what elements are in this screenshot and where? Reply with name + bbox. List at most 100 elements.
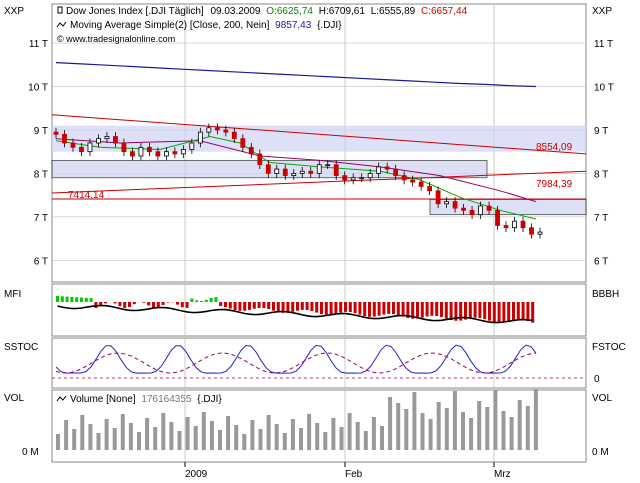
- ma-label: Moving Average Simple(2) [Close, 200, Ne…: [70, 20, 270, 31]
- candle-down: [394, 169, 398, 176]
- mfi-bar-neg: [373, 302, 376, 317]
- volume-bar: [121, 414, 125, 450]
- candle-up: [538, 232, 542, 234]
- mfi-bar-neg: [474, 302, 477, 318]
- mfi-bar-neg: [402, 302, 405, 317]
- mfi-bar-neg: [358, 302, 361, 315]
- volume-bar: [437, 402, 441, 450]
- mfi-bar-neg: [133, 302, 136, 304]
- mfi-bar-pos: [80, 298, 83, 303]
- level-label-mid: 7984,39: [536, 179, 573, 190]
- mfi-bar-neg: [507, 302, 510, 322]
- candle-down: [496, 210, 500, 225]
- volume-bar: [64, 420, 68, 450]
- mfi-bar-neg: [123, 302, 126, 308]
- volume-bar: [169, 422, 173, 450]
- mfi-bar-neg: [354, 302, 357, 313]
- x-tick-label: Mrz: [494, 469, 511, 480]
- candle-up: [513, 221, 517, 228]
- mfi-bar-neg: [320, 302, 323, 314]
- candle-down: [224, 130, 228, 132]
- volume-bar: [526, 406, 530, 450]
- y-tick-label-right: 7 T: [594, 213, 608, 224]
- candle-down: [241, 139, 245, 148]
- sstoc-zero-label: 0: [594, 374, 600, 385]
- volume-bar: [493, 390, 497, 450]
- volume-bar: [510, 417, 514, 450]
- mfi-bar-neg: [502, 302, 505, 323]
- candle-up: [317, 165, 321, 174]
- volume-bar: [129, 423, 133, 450]
- sstoc-right-label: FSTOC: [592, 342, 626, 353]
- candle-down: [462, 208, 466, 210]
- candle-down: [530, 228, 534, 235]
- volume-bar: [356, 422, 360, 450]
- candle-down: [54, 132, 58, 134]
- volume-bar: [242, 434, 246, 450]
- mfi-bar-neg: [186, 302, 189, 308]
- volume-bar: [421, 413, 425, 450]
- volume-bar: [186, 417, 190, 450]
- mfi-bar-neg: [330, 302, 333, 315]
- volume-bar: [267, 415, 271, 450]
- volume-bar: [396, 403, 400, 450]
- volume-bar: [113, 428, 117, 450]
- candle-up: [292, 173, 296, 175]
- mfi-bar-neg: [181, 302, 184, 307]
- mfi-bar-neg: [104, 302, 107, 303]
- legend-date: 09.03.2009: [210, 6, 260, 17]
- mfi-right-label: BBBH: [592, 289, 619, 300]
- volume-bar: [72, 429, 76, 450]
- vol-zero-left: 0 M: [22, 447, 39, 458]
- candle-down: [428, 186, 432, 190]
- mfi-bar-neg: [445, 302, 448, 319]
- legend-line-1: Dow Jones Index [.DJI Täglich] 09.03.200…: [66, 6, 468, 17]
- mfi-bar-neg: [142, 302, 145, 303]
- volume-bar: [323, 432, 327, 450]
- mfi-bar-neg: [162, 302, 165, 305]
- x-tick-label: Feb: [345, 469, 363, 480]
- y-tick-label-left: 9 T: [34, 126, 48, 137]
- volume-bar: [88, 424, 92, 450]
- mfi-bar-neg: [382, 302, 385, 315]
- y-tick-label-left: 6 T: [34, 256, 48, 267]
- legend-line-2: Moving Average Simple(2) [Close, 200, Ne…: [70, 20, 342, 31]
- candle-up: [360, 178, 364, 179]
- candle-up: [105, 136, 109, 138]
- volume-bar: [534, 389, 538, 450]
- candle-down: [521, 221, 525, 228]
- candle-up: [351, 178, 355, 180]
- mfi-bar-neg: [435, 302, 438, 316]
- candle-up: [326, 165, 330, 166]
- mfi-bar-pos: [190, 298, 193, 302]
- candle-down: [334, 165, 338, 176]
- mfi-bar-neg: [306, 302, 309, 310]
- candle-down: [436, 191, 440, 204]
- volume-bar: [372, 417, 376, 450]
- legend-close: C:6657,44: [421, 6, 468, 17]
- mfi-bar-neg: [253, 302, 256, 309]
- mfi-bar-neg: [526, 302, 529, 321]
- volume-bar: [477, 401, 481, 450]
- volume-bar: [348, 413, 352, 450]
- volume-bar: [340, 427, 344, 450]
- vol-legend-label: Volume [None]: [70, 394, 136, 405]
- candle-up: [368, 173, 372, 177]
- candle-up: [207, 128, 211, 132]
- candle-down: [487, 206, 491, 210]
- candle-down: [309, 171, 313, 173]
- candle-down: [156, 152, 160, 156]
- volume-bar: [485, 407, 489, 450]
- mfi-bar-neg: [315, 302, 318, 313]
- mfi-bar-neg: [450, 302, 453, 320]
- volume-bar: [218, 430, 222, 450]
- y-tick-label-right: 9 T: [594, 126, 608, 137]
- vol-legend-value: 176164355: [141, 394, 191, 405]
- candle-down: [283, 169, 287, 176]
- y-tick-label-right: 10 T: [594, 83, 614, 94]
- mfi-bar-neg: [498, 302, 501, 323]
- volume-bar: [518, 400, 522, 450]
- candle-down: [470, 210, 474, 214]
